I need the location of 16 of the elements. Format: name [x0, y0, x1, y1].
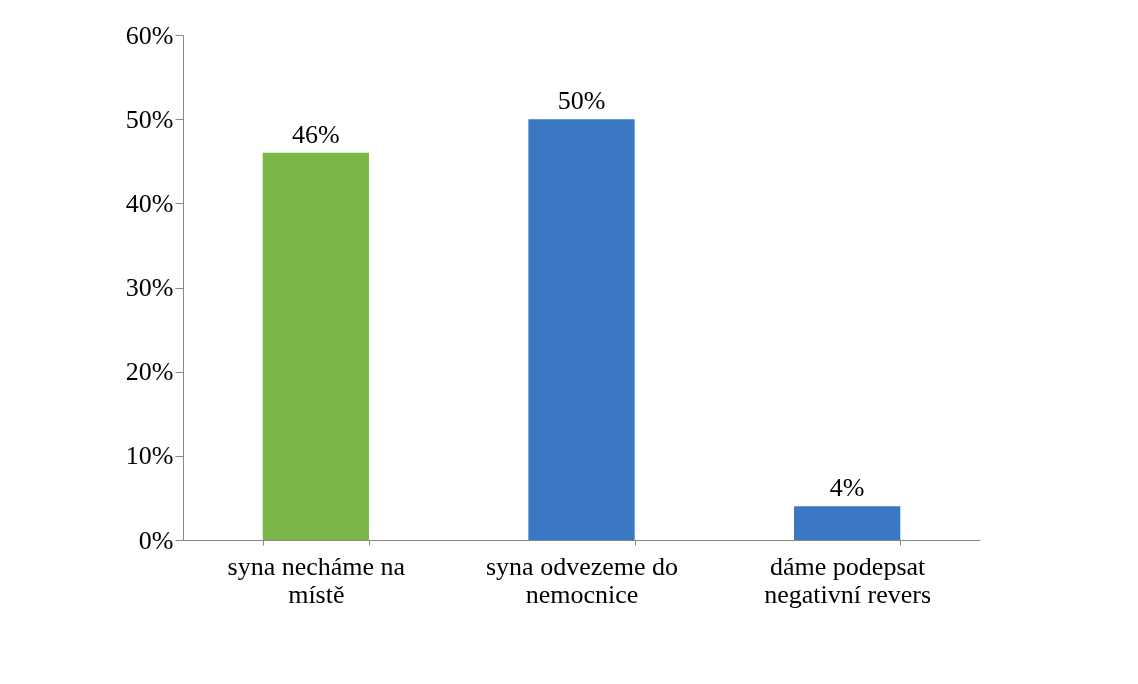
bar — [528, 119, 635, 540]
y-tick-label: 10% — [125, 441, 174, 471]
data-label: 50% — [557, 86, 606, 116]
y-tick-label: 50% — [125, 104, 174, 134]
y-tick-label: 0% — [138, 525, 174, 555]
y-tick-label: 30% — [125, 273, 174, 302]
y-tick-label: 60% — [125, 20, 174, 50]
x-tick-label: syna necháme na místě — [227, 551, 406, 609]
x-tick-label: dáme podepsat negativní revers — [764, 551, 932, 609]
y-tick-label: 40% — [125, 188, 174, 218]
data-label: 46% — [292, 119, 340, 149]
data-label: 4% — [829, 473, 865, 503]
x-tick-label: syna odvezeme do nemocnice — [485, 551, 679, 609]
bar — [794, 506, 901, 540]
bar — [262, 152, 369, 540]
y-tick-label: 20% — [125, 357, 174, 387]
